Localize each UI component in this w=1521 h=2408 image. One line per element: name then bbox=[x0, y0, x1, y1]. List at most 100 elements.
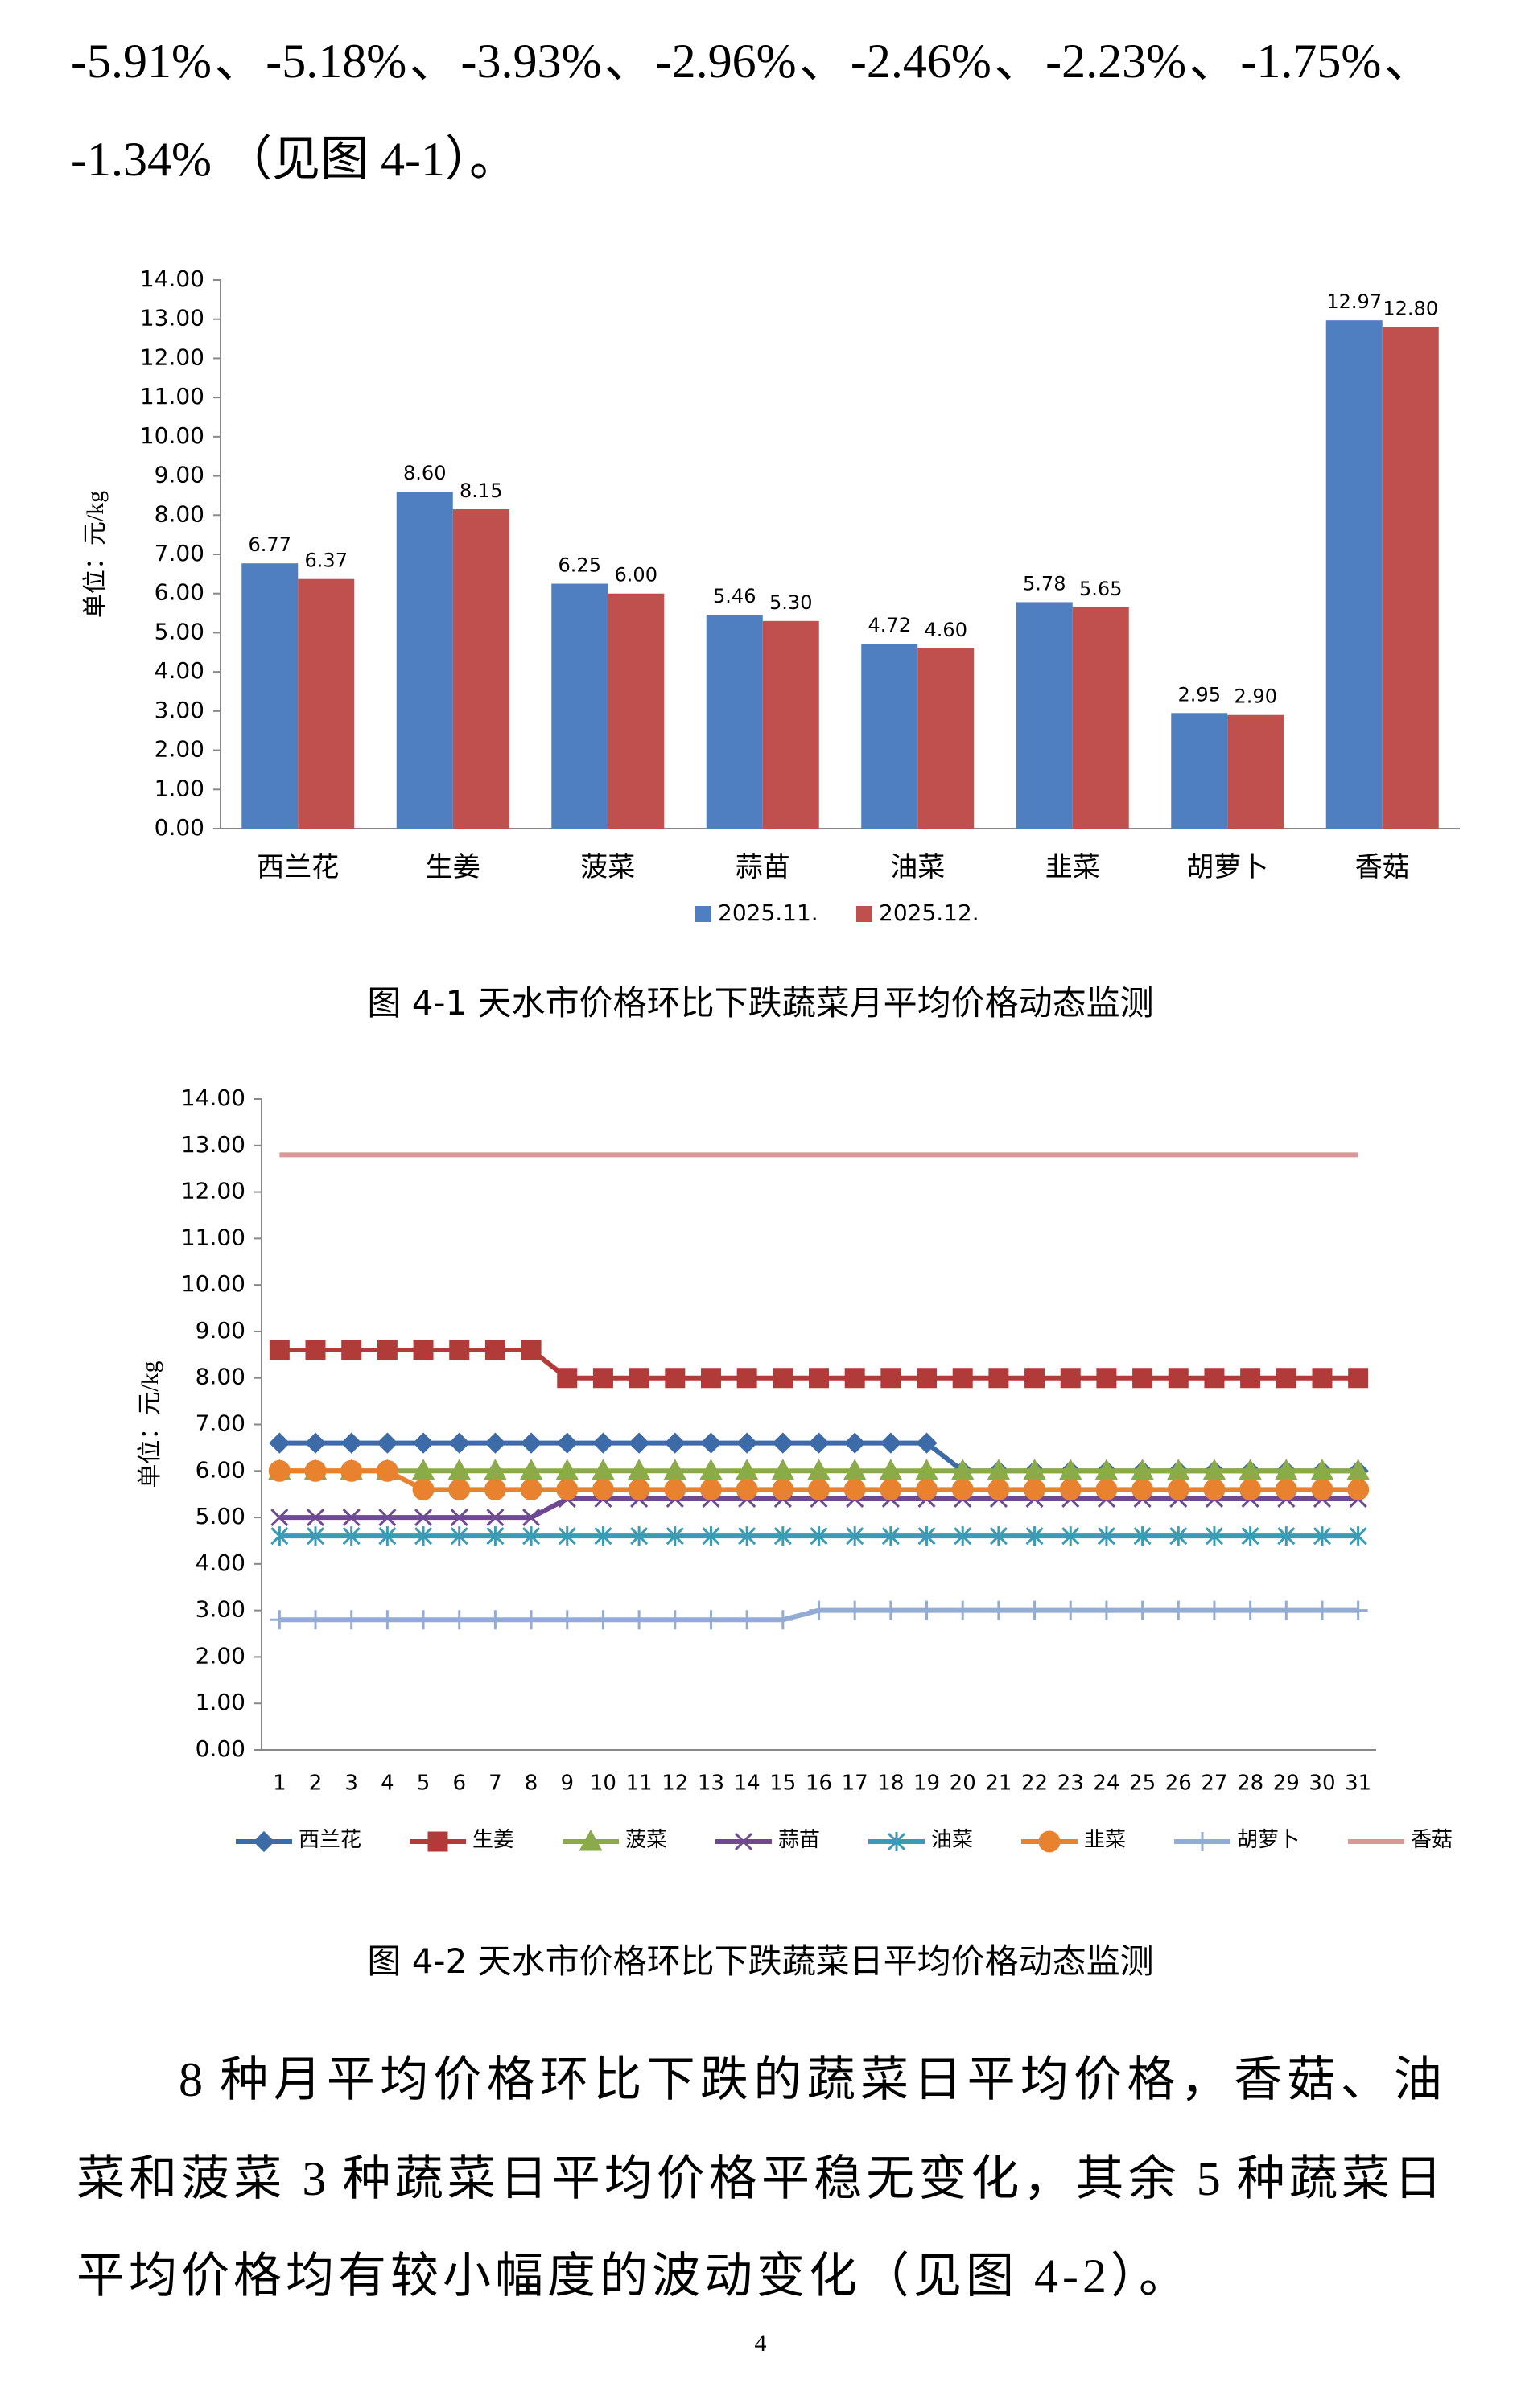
point-marker bbox=[377, 1340, 398, 1360]
x-tick-label: 菠菜 bbox=[580, 853, 635, 883]
point-marker bbox=[629, 1368, 649, 1389]
x-tick-label: 16 bbox=[806, 1772, 832, 1796]
point-marker bbox=[881, 1526, 900, 1546]
x-tick-label: 西兰花 bbox=[257, 852, 339, 883]
y-tick-label: 10.00 bbox=[140, 422, 204, 449]
point-marker bbox=[1060, 1368, 1081, 1389]
point-marker bbox=[485, 1610, 505, 1630]
point-marker bbox=[845, 1600, 865, 1620]
bar bbox=[1325, 320, 1383, 829]
point-marker bbox=[306, 1509, 325, 1527]
point-marker bbox=[1240, 1600, 1260, 1620]
point-marker bbox=[1061, 1526, 1080, 1546]
y-tick-label: 3.00 bbox=[155, 697, 204, 723]
x-tick-label: 油菜 bbox=[890, 852, 945, 883]
point-marker bbox=[1240, 1368, 1261, 1389]
point-marker bbox=[810, 1526, 828, 1546]
point-marker bbox=[484, 1478, 506, 1500]
x-tick-label: 19 bbox=[913, 1772, 940, 1796]
point-marker bbox=[448, 1432, 470, 1454]
point-marker bbox=[378, 1509, 397, 1527]
x-tick-label: 21 bbox=[985, 1772, 1012, 1796]
value-label: 4.60 bbox=[925, 619, 967, 641]
point-marker bbox=[1097, 1526, 1115, 1546]
point-marker bbox=[1276, 1600, 1296, 1620]
y-tick-label: 4.00 bbox=[196, 1550, 245, 1576]
y-tick-label: 13.00 bbox=[181, 1131, 245, 1158]
value-label: 6.77 bbox=[249, 533, 291, 556]
x-tick-label: 生姜 bbox=[426, 852, 480, 883]
point-marker bbox=[630, 1526, 649, 1546]
point-marker bbox=[305, 1340, 326, 1360]
point-marker bbox=[917, 1526, 936, 1546]
point-marker bbox=[988, 1368, 1009, 1389]
point-marker bbox=[557, 1368, 578, 1389]
point-marker bbox=[304, 1432, 327, 1454]
point-marker bbox=[378, 1526, 397, 1546]
y-tick-label: 2.00 bbox=[196, 1642, 245, 1669]
point-marker bbox=[521, 1340, 542, 1360]
point-marker bbox=[987, 1478, 1010, 1500]
y-tick-label: 1.00 bbox=[155, 775, 204, 801]
point-marker bbox=[736, 1478, 758, 1500]
point-marker bbox=[340, 1432, 362, 1454]
point-marker bbox=[1024, 1478, 1046, 1500]
point-marker bbox=[1096, 1368, 1117, 1389]
bar bbox=[861, 644, 918, 829]
point-marker bbox=[1025, 1526, 1044, 1546]
point-marker bbox=[522, 1526, 541, 1546]
point-marker bbox=[702, 1526, 720, 1546]
point-marker bbox=[270, 1610, 290, 1630]
bar bbox=[1171, 713, 1228, 829]
x-tick-label: 20 bbox=[950, 1772, 976, 1796]
point-marker bbox=[808, 1432, 830, 1454]
point-marker bbox=[592, 1368, 613, 1389]
point-marker bbox=[665, 1610, 685, 1630]
point-marker bbox=[1349, 1526, 1367, 1546]
point-marker bbox=[342, 1526, 361, 1546]
point-marker bbox=[412, 1432, 435, 1454]
point-marker bbox=[448, 1478, 471, 1500]
point-marker bbox=[270, 1509, 289, 1527]
point-marker bbox=[772, 1432, 793, 1454]
point-marker bbox=[449, 1340, 470, 1360]
y-tick-label: 7.00 bbox=[155, 540, 204, 566]
point-marker bbox=[1312, 1368, 1333, 1389]
legend-swatch bbox=[695, 906, 711, 922]
x-tick-label: 6 bbox=[452, 1772, 466, 1796]
point-marker bbox=[917, 1600, 937, 1620]
y-tick-label: 13.00 bbox=[140, 305, 204, 331]
point-marker bbox=[412, 1478, 435, 1500]
point-marker bbox=[1024, 1368, 1045, 1389]
y-tick-label: 3.00 bbox=[196, 1596, 245, 1623]
y-tick-label: 8.00 bbox=[155, 500, 204, 527]
point-marker bbox=[809, 1368, 829, 1389]
x-tick-label: 胡萝卜 bbox=[1186, 852, 1268, 883]
point-marker bbox=[1313, 1526, 1332, 1546]
point-marker bbox=[1277, 1526, 1296, 1546]
value-label: 5.46 bbox=[713, 585, 756, 607]
point-marker bbox=[952, 1368, 973, 1389]
x-tick-label: 23 bbox=[1057, 1772, 1084, 1796]
x-tick-label: 7 bbox=[488, 1772, 502, 1796]
paragraph-line: 平均价格均有较小幅度的波动变化（见图 4-2）。 bbox=[76, 2250, 1191, 2303]
point-marker bbox=[414, 1610, 434, 1630]
legend-label: 2025.12. bbox=[879, 899, 979, 926]
point-marker bbox=[1205, 1526, 1224, 1546]
x-tick-label: 25 bbox=[1129, 1772, 1156, 1796]
point-marker bbox=[592, 1478, 614, 1500]
value-label: 8.60 bbox=[403, 462, 446, 484]
x-tick-label: 5 bbox=[417, 1772, 431, 1796]
point-marker bbox=[1169, 1526, 1188, 1546]
point-marker bbox=[1059, 1478, 1082, 1500]
point-marker bbox=[665, 1368, 686, 1389]
paragraph-line: -1.34% （见图 4-1）。 bbox=[71, 133, 517, 186]
point-marker bbox=[916, 1478, 938, 1500]
point-marker bbox=[1239, 1478, 1262, 1500]
point-marker bbox=[989, 1526, 1008, 1546]
y-tick-label: 0.00 bbox=[155, 814, 204, 841]
value-label: 6.00 bbox=[615, 564, 657, 587]
value-label: 5.78 bbox=[1023, 572, 1066, 595]
y-tick-label: 12.00 bbox=[181, 1178, 245, 1204]
legend-label: 菠菜 bbox=[625, 1828, 667, 1851]
